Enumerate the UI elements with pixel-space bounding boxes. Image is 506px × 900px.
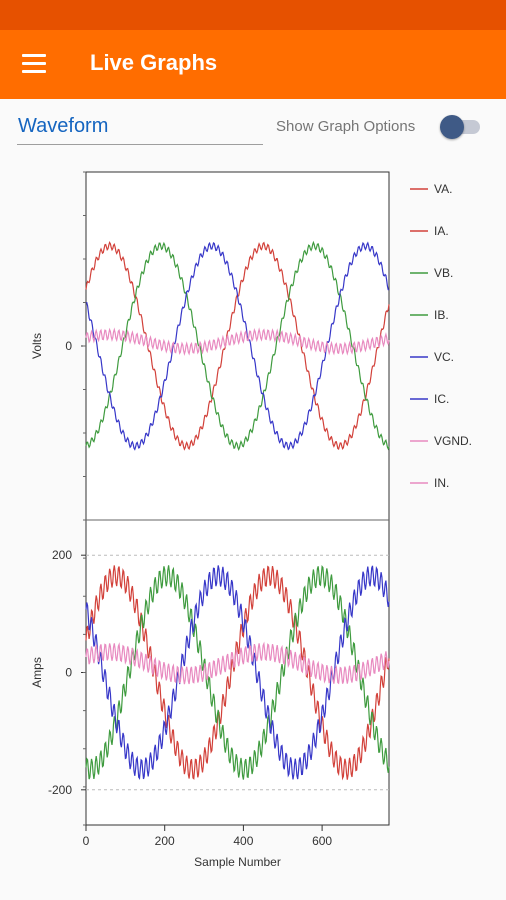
toggle-thumb [440,115,464,139]
y-tick-label: 0 [65,339,72,353]
x-tick-label: 200 [155,834,175,848]
x-tick-label: 600 [312,834,332,848]
y-tick-label: 200 [52,548,72,562]
legend-label: IA. [434,224,449,238]
status-bar [0,0,506,30]
y-tick-label: -200 [48,783,72,797]
x-tick-label: 0 [83,834,90,848]
page-title: Live Graphs [90,50,218,75]
legend-label: IC. [434,392,449,406]
y-axis-label: Amps [30,657,44,688]
x-axis-label: Sample Number [194,855,281,869]
graph-type-value: Waveform [18,115,109,137]
series-vc-line [85,241,390,451]
series-vb-line [85,240,390,451]
plot-frame [85,171,390,826]
series-in-line [85,641,390,685]
menu-icon[interactable] [22,54,48,74]
y-axis-label: Volts [30,333,44,359]
legend-label: IB. [434,308,449,322]
graph-options-label: Show Graph Options [276,118,416,135]
legend-label: VA. [434,182,452,196]
x-tick-label: 400 [233,834,253,848]
legend-label: VGND. [434,434,472,448]
graph-options-toggle[interactable] [440,115,482,139]
graph-type-dropdown[interactable]: Waveform [17,110,263,145]
legend-label: VC. [434,350,454,364]
series-vgnd-line [85,327,390,356]
legend-label: IN. [434,476,449,490]
series-ic-line [85,565,390,780]
y-tick-label: 0 [65,666,72,680]
app-bar: Live Graphs [0,30,506,99]
series-ib-line [85,564,390,780]
legend-label: VB. [434,266,453,280]
series-ia-line [85,565,390,781]
